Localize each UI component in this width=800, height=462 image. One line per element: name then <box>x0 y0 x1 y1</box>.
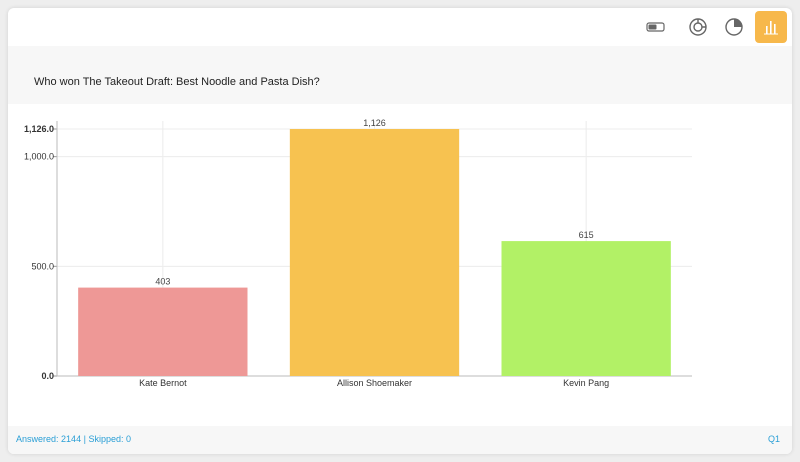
bar <box>78 287 248 376</box>
survey-result-card: Who won The Takeout Draft: Best Noodle a… <box>8 8 792 454</box>
toggle-icon <box>646 22 665 32</box>
answered-label: Answered: <box>16 434 59 444</box>
skipped-count: 0 <box>126 434 132 444</box>
bar-chart-button[interactable] <box>755 11 787 43</box>
category-label: Kevin Pang <box>563 378 609 388</box>
bar-value-label: 615 <box>579 230 594 240</box>
bar-value-label: 403 <box>155 277 170 287</box>
question-reference-link[interactable]: Q1 <box>767 434 780 444</box>
chart-type-toolbar <box>8 8 792 46</box>
donut-chart-button[interactable] <box>682 11 714 43</box>
pie-chart-button[interactable] <box>718 11 750 43</box>
category-label: Allison Shoemaker <box>337 378 412 388</box>
bar <box>501 241 671 376</box>
count-separator: | <box>83 434 86 444</box>
pie-chart-icon <box>725 18 743 36</box>
category-label: Kate Bernot <box>139 378 187 388</box>
y-tick-label: 0.0 <box>41 371 54 381</box>
toggle-view-button[interactable] <box>640 11 672 43</box>
response-summary-footer: Answered: 2144 | Skipped: 0 Q1 <box>8 426 792 454</box>
bar-value-label: 1,126 <box>363 118 386 128</box>
y-tick-label: 1,000.0 <box>24 152 54 162</box>
y-tick-label: 500.0 <box>31 261 54 271</box>
donut-chart-icon <box>689 18 707 36</box>
skipped-label: Skipped: <box>88 434 124 444</box>
bar <box>289 129 460 376</box>
y-tick-label: 1,126.0 <box>24 124 54 134</box>
question-header: Who won The Takeout Draft: Best Noodle a… <box>8 46 792 104</box>
answered-count: 2144 <box>61 434 82 444</box>
bar-chart: 0.0 500.0 1,000.0 1,126.0 403 Kate Bernot 1,12… <box>24 118 692 388</box>
bar-chart-icon <box>764 21 778 35</box>
response-counts: Answered: 2144 | Skipped: 0 <box>16 434 131 444</box>
question-title: Who won The Takeout Draft: Best Noodle a… <box>34 76 320 88</box>
